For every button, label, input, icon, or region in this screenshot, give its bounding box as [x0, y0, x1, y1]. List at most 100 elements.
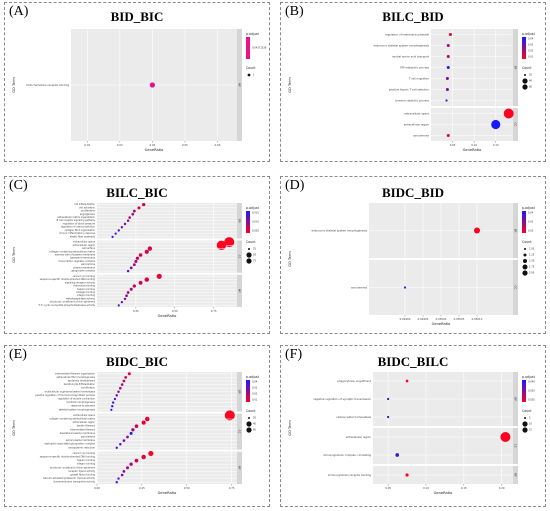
legend-title: p.adjust — [246, 375, 260, 379]
go-term-label: multicellular organismal water homeostas… — [45, 390, 96, 393]
go-term-label: calcium ion binding — [73, 452, 96, 455]
color-legend-tick: 0.010 — [252, 221, 259, 224]
x-tick-label: 0.10 — [471, 143, 477, 147]
legend-title: Count — [522, 240, 532, 244]
go-term-label: sarcoplasmic reticulum — [68, 446, 95, 449]
go-term-label: intermediate filament — [70, 428, 95, 431]
x-tick-label: 0.05 — [182, 143, 188, 147]
panel-f: (F) BIDC_BILC BP phagocytosis, engulfment… — [280, 345, 546, 507]
go-term-label: calcium-activated potassium channel acti… — [43, 477, 96, 480]
color-legend-tick: 0.005 — [252, 230, 259, 233]
go-term-label: embryonic skeletal system morphogenesis — [311, 229, 367, 233]
go-term-label: skeletal system morphogenesis — [59, 408, 96, 411]
data-point — [111, 235, 114, 238]
color-legend-tick: 0.030 — [528, 390, 535, 393]
go-term-label: extracellular space — [73, 414, 95, 417]
panel-letter: (F) — [285, 347, 303, 362]
go-term-label: tyrosine catabolic process — [395, 99, 429, 103]
data-point — [445, 87, 449, 92]
chart-title: BILC_BIC — [106, 185, 168, 200]
panel-letter: (E) — [9, 347, 27, 362]
color-bar — [522, 211, 526, 233]
data-point — [405, 379, 409, 383]
dot-plot-a: MF CCR chemokine receptor binding 0.02 0.03… — [12, 29, 267, 152]
x-tick-label: 0.15 — [493, 143, 499, 147]
data-point — [149, 82, 155, 88]
go-term-label: transmembrane transporter activity — [54, 481, 96, 484]
go-term-label: sequence-specific double-stranded DNA bi… — [40, 278, 96, 281]
size-legend-tick: 2.00 — [529, 272, 535, 275]
facet-strip — [513, 203, 518, 258]
panel-letter: (D) — [285, 178, 305, 193]
size-legend-tick: 60 — [529, 86, 533, 89]
panel-letter: (A) — [9, 4, 29, 19]
legend-title: Count — [246, 66, 256, 70]
size-legend-tick: 40 — [529, 80, 533, 83]
facet-strip — [237, 451, 242, 484]
x-tick-label: 0.06 — [215, 143, 221, 147]
size-legend-tick: 60 — [253, 429, 257, 432]
size-legend-dot — [522, 78, 528, 84]
data-point — [156, 273, 162, 279]
data-point — [125, 466, 130, 470]
data-point — [142, 202, 146, 207]
go-term-label: collagen-containing extracellular matrix — [49, 250, 96, 253]
dot-plot-d: BP embryonic skeletal system morphogenesi… — [288, 203, 536, 326]
data-point — [147, 246, 153, 251]
x-tick-label: 0.02 — [84, 143, 90, 147]
go-term-label: 3',5'-cyclic-nucleotide phosphodiesteras… — [38, 304, 95, 307]
go-term-label: CCR chemokine receptor binding — [26, 83, 69, 87]
x-tick-label: 0.50 — [184, 486, 190, 490]
facet-label: BP — [514, 229, 518, 233]
legend-title: Count — [246, 240, 256, 244]
x-tick-label: 0.15 — [461, 486, 467, 490]
go-term-label: regulation of muscle contraction — [58, 398, 96, 401]
color-legend-tick: 0.04371536 — [252, 47, 267, 50]
size-legend-dot — [248, 417, 250, 419]
go-term-label: regulation of vasoconstriction — [61, 226, 96, 229]
facet-label: CC — [514, 444, 518, 448]
data-point — [122, 379, 126, 383]
size-legend-dot — [522, 421, 528, 427]
data-point — [117, 477, 120, 480]
go-term-label: elastic fiber assembly — [70, 235, 96, 238]
color-legend-tick: 0.02 — [528, 230, 534, 233]
x-tick-label: 0.05010 — [472, 317, 483, 321]
go-term-label: hindlimb morphogenesis — [67, 401, 96, 404]
panel-e: (E) BIDC_BIC BP intermediate filament org… — [4, 345, 270, 507]
go-term-label: extracellular fibril morphogenesis — [56, 376, 95, 379]
go-term-label: receptor ligand activity — [68, 470, 95, 473]
data-point — [115, 481, 118, 484]
data-point — [474, 227, 480, 234]
y-axis-label: GO Term — [288, 251, 292, 267]
data-point — [126, 269, 130, 273]
facet-panel — [373, 428, 513, 464]
legend-title: Count — [522, 409, 532, 413]
y-axis-label: GO Term — [288, 77, 292, 93]
go-term-label: heparin binding — [77, 288, 96, 291]
go-term-label: sarcolemma — [81, 263, 96, 266]
data-point — [122, 470, 126, 473]
data-point — [117, 304, 120, 307]
data-point — [224, 410, 235, 421]
color-legend-tick: 0.02 — [528, 50, 534, 53]
size-legend-dot — [522, 427, 528, 433]
color-legend-tick: 0.04 — [528, 38, 534, 41]
go-term-label: cellular water homeostasis — [336, 415, 371, 419]
data-point — [134, 424, 139, 428]
data-point — [111, 405, 114, 408]
legend-title: Count — [522, 66, 532, 70]
data-point — [141, 420, 146, 425]
data-point — [395, 453, 400, 457]
facet-label: CC — [514, 286, 518, 290]
size-legend-dot — [246, 421, 252, 427]
dot-plot-b: BP regulation of membrane potential embryo… — [288, 29, 536, 152]
go-term-label: external side of plasma membrane — [55, 254, 96, 257]
data-point — [144, 249, 149, 254]
x-tick-label: 0.03 — [117, 143, 123, 147]
go-term-label: keratin filament — [77, 425, 95, 428]
go-term-label: extracellular region — [73, 244, 96, 247]
x-tick-label: 0.05 — [385, 486, 391, 490]
go-term-label: response to estradiol — [71, 405, 96, 408]
